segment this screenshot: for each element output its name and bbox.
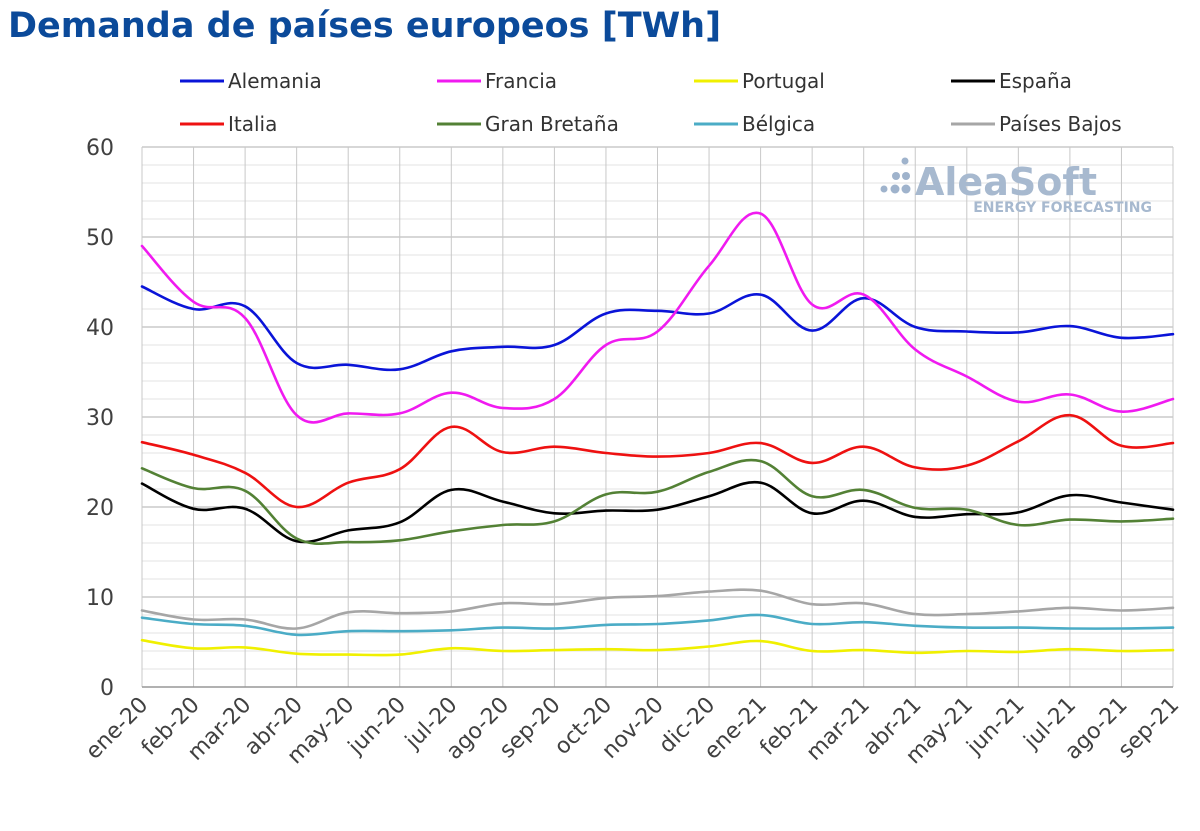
y-tick-label: 50: [86, 226, 114, 251]
x-tick-label: ene-20: [81, 693, 153, 765]
series-lines: [140, 211, 1175, 657]
series-line-belgica: [140, 613, 1175, 637]
legend: Alemania Francia Portugal España Italia Gran …: [180, 69, 1122, 136]
y-tick-label: 40: [86, 316, 114, 341]
y-tick-label: 30: [86, 406, 114, 431]
legend-label: Países Bajos: [999, 112, 1122, 136]
legend-label: Francia: [485, 69, 557, 93]
logo-dot: [901, 184, 911, 194]
legend-label: Italia: [228, 112, 277, 136]
series-line-paises-bajos: [140, 588, 1175, 630]
logo-dot: [892, 172, 900, 180]
x-tick-label: jun-21: [962, 693, 1030, 761]
logo-dot: [880, 185, 888, 193]
legend-item-italia: Italia: [180, 112, 277, 136]
legend-label: Gran Bretaña: [485, 112, 619, 136]
legend-item-espana: España: [951, 69, 1072, 93]
legend-item-paises-bajos: Países Bajos: [951, 112, 1122, 136]
logo-dot: [890, 184, 900, 194]
series-line-gran-bretana: [140, 458, 1175, 545]
legend-item-gran-bretana: Gran Bretaña: [437, 112, 619, 136]
legend-item-portugal: Portugal: [694, 69, 825, 93]
y-tick-label: 0: [100, 676, 114, 701]
legend-label: Alemania: [228, 69, 322, 93]
watermark-name: AleaSoft: [915, 160, 1097, 204]
x-tick-label: jun-20: [343, 693, 411, 761]
y-tick-label: 10: [86, 586, 114, 611]
series-line-francia: [140, 211, 1175, 424]
legend-item-francia: Francia: [437, 69, 557, 93]
legend-label: Portugal: [742, 69, 825, 93]
legend-item-belgica: Bélgica: [694, 112, 815, 136]
legend-item-alemania: Alemania: [180, 69, 322, 93]
logo-dot: [902, 172, 910, 180]
series-line-alemania: [140, 285, 1175, 372]
chart-title: Demanda de países europeos [TWh]: [8, 6, 722, 46]
series-line-portugal: [140, 638, 1175, 657]
y-tick-label: 60: [86, 136, 114, 161]
y-tick-label: 20: [86, 496, 114, 521]
legend-label: España: [999, 69, 1072, 93]
logo-dot: [901, 157, 909, 165]
watermark-tagline: ENERGY FORECASTING: [973, 200, 1152, 216]
grid: [141, 146, 1174, 688]
legend-label: Bélgica: [742, 112, 815, 136]
series-line-italia: [140, 413, 1175, 509]
